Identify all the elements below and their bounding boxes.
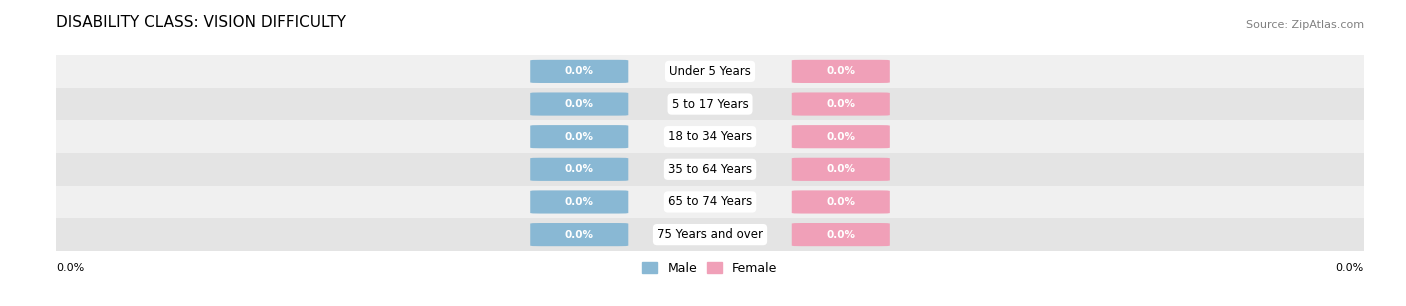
Text: 0.0%: 0.0% <box>565 132 593 142</box>
FancyBboxPatch shape <box>530 60 628 83</box>
Text: 0.0%: 0.0% <box>827 230 855 240</box>
Text: 0.0%: 0.0% <box>827 132 855 142</box>
Text: 0.0%: 0.0% <box>565 197 593 207</box>
Text: 65 to 74 Years: 65 to 74 Years <box>668 196 752 208</box>
FancyBboxPatch shape <box>792 125 890 148</box>
Bar <box>56 153 1364 186</box>
Bar <box>56 55 1364 88</box>
FancyBboxPatch shape <box>530 125 628 148</box>
Bar <box>56 218 1364 251</box>
Text: 0.0%: 0.0% <box>565 99 593 109</box>
Bar <box>56 186 1364 218</box>
Text: 0.0%: 0.0% <box>1336 263 1364 273</box>
Text: 5 to 17 Years: 5 to 17 Years <box>672 98 748 110</box>
FancyBboxPatch shape <box>530 92 628 116</box>
Legend: Male, Female: Male, Female <box>637 257 783 280</box>
Bar <box>56 88 1364 120</box>
FancyBboxPatch shape <box>530 158 628 181</box>
Text: Under 5 Years: Under 5 Years <box>669 65 751 78</box>
Text: 0.0%: 0.0% <box>827 66 855 76</box>
FancyBboxPatch shape <box>792 60 890 83</box>
FancyBboxPatch shape <box>530 190 628 214</box>
FancyBboxPatch shape <box>530 223 628 246</box>
Text: 18 to 34 Years: 18 to 34 Years <box>668 130 752 143</box>
Text: 0.0%: 0.0% <box>56 263 84 273</box>
Text: 35 to 64 Years: 35 to 64 Years <box>668 163 752 176</box>
Text: 0.0%: 0.0% <box>565 230 593 240</box>
FancyBboxPatch shape <box>792 190 890 214</box>
Text: 0.0%: 0.0% <box>827 164 855 174</box>
Text: Source: ZipAtlas.com: Source: ZipAtlas.com <box>1246 20 1364 30</box>
FancyBboxPatch shape <box>792 92 890 116</box>
Text: 75 Years and over: 75 Years and over <box>657 228 763 241</box>
Text: 0.0%: 0.0% <box>827 197 855 207</box>
Text: DISABILITY CLASS: VISION DIFFICULTY: DISABILITY CLASS: VISION DIFFICULTY <box>56 15 346 30</box>
FancyBboxPatch shape <box>792 158 890 181</box>
Text: 0.0%: 0.0% <box>565 66 593 76</box>
Bar <box>56 120 1364 153</box>
FancyBboxPatch shape <box>792 223 890 246</box>
Text: 0.0%: 0.0% <box>565 164 593 174</box>
Text: 0.0%: 0.0% <box>827 99 855 109</box>
